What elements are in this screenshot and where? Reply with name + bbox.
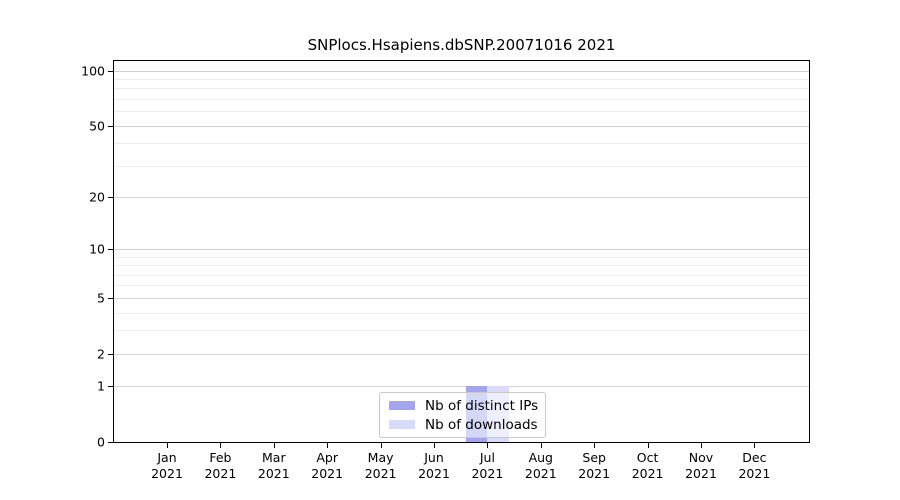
minor-gridline [114, 143, 809, 145]
x-axis-tick-label: May 2021 [364, 450, 397, 481]
minor-gridline [114, 265, 809, 267]
minor-gridline [114, 312, 809, 314]
x-axis-tick-label: Jun 2021 [418, 450, 450, 481]
x-axis-tick-label: Feb 2021 [204, 450, 237, 481]
x-axis-tick [754, 443, 756, 448]
major-gridline [114, 70, 809, 72]
x-axis-tick-label: Sep 2021 [578, 450, 611, 481]
y-axis-tick [108, 297, 113, 299]
legend-label-downloads: Nb of downloads [425, 416, 538, 433]
y-axis-tick-label: 2 [97, 346, 105, 362]
minor-gridline [114, 99, 809, 101]
y-axis-tick [108, 249, 113, 251]
y-axis-tick [108, 197, 113, 199]
minor-gridline [114, 165, 809, 167]
legend-label-distinct-ips: Nb of distinct IPs [425, 397, 539, 414]
x-axis-tick-label: Aug 2021 [524, 450, 557, 481]
plot-area: Nb of distinct IPs Nb of downloads [113, 60, 810, 443]
minor-gridline [114, 88, 809, 90]
x-axis-tick [701, 443, 702, 448]
x-axis-tick-label: Dec 2021 [738, 450, 771, 481]
y-axis-tick-label: 1 [97, 378, 105, 394]
major-gridline [114, 353, 809, 355]
gridlines-layer [114, 61, 809, 442]
x-axis-tick [487, 443, 489, 448]
x-axis-tick [647, 443, 649, 448]
minor-gridline [114, 111, 809, 113]
x-axis-tick-label: Jan 2021 [151, 450, 183, 481]
major-gridline [114, 125, 809, 127]
legend-swatch-distinct-ips [389, 401, 415, 410]
minor-gridline [114, 79, 809, 81]
y-axis-tick-label: 100 [81, 63, 105, 79]
x-axis-tick-label: Jul 2021 [471, 450, 504, 481]
legend-item-distinct-ips: Nb of distinct IPs [389, 396, 545, 415]
x-axis-tick [380, 443, 382, 448]
y-axis-tick-label: 20 [89, 189, 105, 205]
y-axis-tick [108, 442, 113, 443]
x-axis-tick [540, 443, 542, 448]
x-axis-tick-label: Oct 2021 [631, 450, 664, 481]
y-axis-tick-label: 50 [89, 118, 105, 134]
legend-item-downloads: Nb of downloads [389, 415, 545, 434]
y-axis-tick [108, 386, 113, 388]
x-axis-tick-label: Mar 2021 [257, 450, 290, 481]
x-axis-tick [594, 443, 596, 448]
legend-swatch-downloads [389, 420, 415, 429]
major-gridline [114, 386, 809, 388]
major-gridline [114, 197, 809, 199]
x-axis-tick [273, 443, 275, 448]
y-axis-tick-label: 5 [97, 290, 105, 306]
x-axis-tick [220, 443, 222, 448]
y-axis-tick [108, 125, 113, 127]
bars-layer [114, 61, 809, 442]
y-axis-tick [108, 70, 113, 72]
minor-gridline [114, 256, 809, 258]
x-axis-tick [327, 443, 329, 448]
x-axis-tick-label: Nov 2021 [685, 450, 717, 481]
minor-gridline [114, 274, 809, 276]
chart-title: SNPlocs.Hsapiens.dbSNP.20071016 2021 [307, 36, 616, 54]
y-axis-tick-label: 10 [89, 241, 105, 257]
x-axis-tick-label: Apr 2021 [311, 450, 344, 481]
minor-gridline [114, 285, 809, 287]
x-axis-tick [434, 443, 435, 448]
y-axis-tick-label: 0 [97, 434, 105, 450]
major-gridline [114, 249, 809, 251]
legend: Nb of distinct IPs Nb of downloads [379, 392, 546, 438]
minor-gridline [114, 330, 809, 332]
x-axis-tick [167, 443, 168, 448]
major-gridline [114, 297, 809, 299]
y-axis-tick [108, 353, 113, 355]
